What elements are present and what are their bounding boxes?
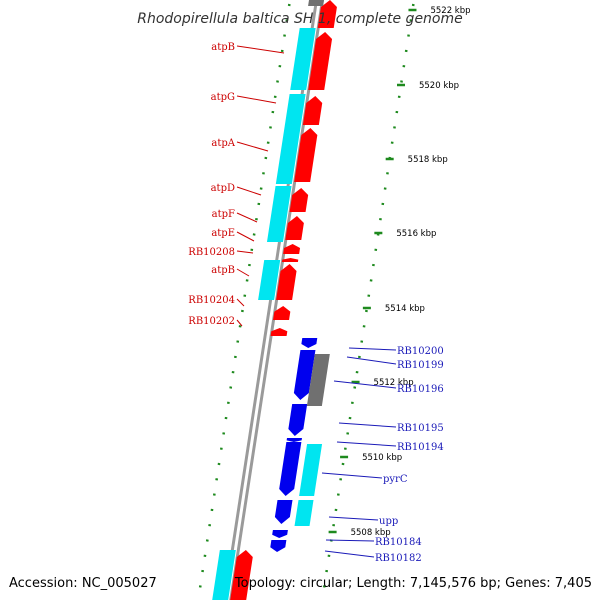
leader-line-left (236, 141, 269, 152)
forward-gene-arrow (230, 550, 253, 600)
feature-block-gray (308, 0, 324, 6)
scale-label: 5516 kbp (396, 229, 436, 239)
gene-label-right: pyrC (383, 474, 408, 485)
gene-label-right: RB10182 (375, 553, 422, 564)
scale-label: 5508 kbp (351, 528, 391, 538)
gene-label-right: RB10196 (397, 384, 444, 395)
scale-label: 5514 kbp (385, 304, 425, 314)
gene-label-left: atpB (211, 265, 235, 276)
accession-label: Accession: NC_005027 (9, 576, 157, 591)
gene-label-right: RB10184 (375, 537, 422, 548)
reverse-gene-arrow (288, 404, 308, 436)
scale-label: 5520 kbp (419, 81, 459, 91)
feature-block (294, 500, 314, 526)
leader-line-right (324, 550, 375, 558)
leader-line-left (236, 186, 262, 196)
label-layer: Rhodopirellula baltica SH 1, complete ge… (9, 6, 592, 591)
feature-block (299, 444, 323, 496)
forward-gene-arrow (302, 96, 323, 125)
scale-label: 5518 kbp (408, 155, 448, 165)
leader-line-right (321, 472, 383, 479)
reverse-gene-arrow (286, 438, 302, 442)
gene-label-right: RB10195 (397, 423, 444, 434)
reverse-gene-arrow (274, 500, 293, 524)
forward-gene-arrow (308, 32, 333, 90)
gene-label-left: atpF (212, 209, 235, 220)
gene-label-right: upp (379, 516, 398, 527)
gene-label-left: atpA (211, 138, 235, 149)
forward-gene-arrow (270, 328, 288, 336)
leader-line-left (236, 95, 277, 104)
gene-label-left: atpB (211, 42, 235, 53)
leader-line-left (236, 298, 245, 307)
scale-label: 5510 kbp (362, 453, 402, 463)
forward-gene-arrow (317, 0, 337, 28)
track-layer (198, 0, 417, 600)
leader-line-left (236, 231, 255, 242)
leader-line-right (346, 356, 397, 365)
leader-line-right (325, 539, 375, 542)
forward-gene-arrow (276, 264, 297, 300)
map-title: Rhodopirellula baltica SH 1, complete ge… (137, 11, 463, 27)
forward-gene-arrow (289, 188, 309, 212)
feature-block (284, 94, 306, 126)
leader-line-right (328, 516, 379, 521)
forward-gene-arrow (273, 306, 291, 320)
feature-block (212, 550, 236, 600)
leader-line-right (338, 422, 397, 428)
scale-label: 5512 kbp (374, 378, 414, 388)
leader-line-right (348, 347, 397, 351)
feature-block (290, 28, 316, 90)
reverse-gene-arrow (301, 338, 318, 348)
feature-block-gray (306, 354, 330, 406)
gene-label-left: atpD (211, 183, 235, 194)
leader-line-left (236, 212, 258, 223)
gene-label-left: RB10208 (188, 247, 235, 258)
feature-block (275, 126, 301, 184)
leader-line-left (236, 268, 250, 277)
scale-label: 5522 kbp (430, 6, 470, 16)
gene-label-left: RB10204 (188, 295, 235, 306)
forward-gene-arrow (281, 258, 299, 262)
gene-label-left: atpG (211, 92, 235, 103)
forward-gene-arrow (285, 216, 304, 240)
gene-label-right: RB10200 (397, 346, 444, 357)
reverse-gene-arrow (279, 442, 302, 496)
forward-gene-arrow (283, 244, 301, 254)
gene-label-left: atpE (211, 228, 235, 239)
leader-line-right (333, 380, 397, 389)
gene-label-right: RB10199 (397, 360, 444, 371)
leader-line-left (236, 45, 285, 54)
leader-line-right (336, 441, 397, 447)
reverse-gene-arrow (270, 540, 287, 552)
leader-line-left (236, 319, 243, 327)
reverse-gene-arrow (293, 350, 316, 400)
reverse-gene-arrow (272, 530, 288, 538)
gene-label-right: RB10194 (397, 442, 444, 453)
feature-block (258, 260, 281, 300)
gene-label-left: RB10202 (188, 316, 235, 327)
feature-block (266, 186, 292, 242)
forward-gene-arrow (294, 128, 318, 182)
leader-line-left (236, 250, 254, 254)
topology-label: Topology: circular; Length: 7,145,576 bp… (234, 576, 592, 591)
